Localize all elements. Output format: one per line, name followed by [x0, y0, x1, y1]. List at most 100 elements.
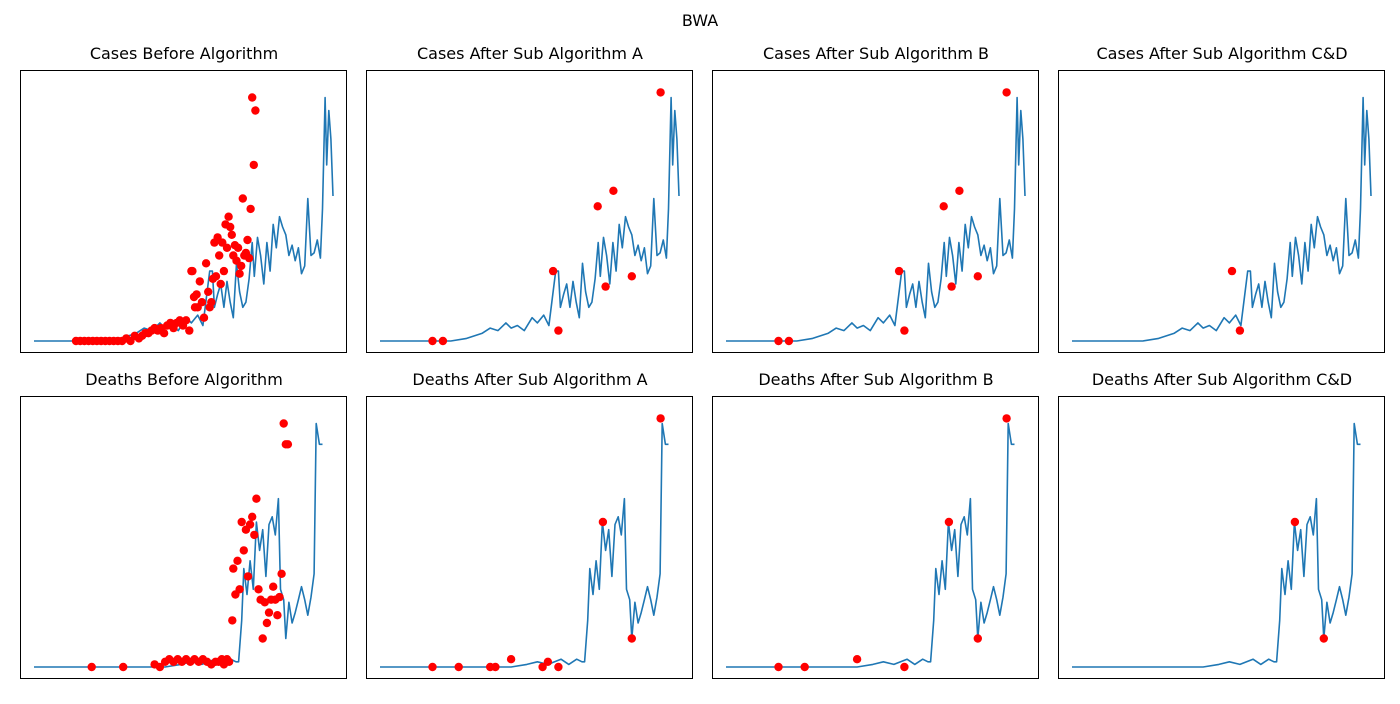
subplot-title: Deaths After Sub Algorithm C&D	[1091, 370, 1353, 389]
outlier-marker	[554, 662, 563, 672]
outlier-marker	[264, 608, 274, 617]
outlier-marker	[774, 662, 783, 672]
outlier-marker	[1319, 634, 1328, 643]
subplot-1: Cases Before Algorithm	[20, 44, 348, 378]
deaths-series-line	[380, 422, 669, 668]
outlier-marker	[900, 326, 909, 335]
outlier-marker	[438, 336, 448, 346]
outlier-marker	[195, 277, 204, 286]
axes-frame	[366, 70, 693, 353]
outlier-marker	[283, 440, 293, 449]
outlier-marker	[246, 204, 255, 214]
outlier-marker	[248, 93, 257, 102]
outlier-marker	[506, 655, 516, 664]
axes-frame	[366, 396, 693, 679]
axes-frame	[20, 70, 347, 353]
outlier-marker	[428, 662, 437, 672]
outlier-marker	[222, 243, 232, 252]
outlier-marker	[87, 662, 96, 672]
outlier-marker	[119, 662, 128, 672]
outlier-marker	[159, 329, 169, 338]
subplot-6: Deaths After Sub Algorithm A	[366, 370, 694, 704]
outlier-marker	[852, 655, 862, 664]
outlier-marker	[199, 313, 209, 322]
outlier-marker	[1002, 414, 1011, 423]
outlier-marker	[894, 266, 904, 276]
outlier-marker	[224, 212, 233, 221]
cases-series-line	[380, 96, 680, 342]
outlier-marker	[538, 662, 547, 672]
outlier-marker	[211, 272, 221, 281]
outlier-marker	[229, 564, 238, 573]
outlier-marker	[269, 582, 278, 591]
outlier-marker	[181, 316, 191, 325]
outlier-marker	[275, 592, 284, 602]
outlier-marker	[188, 266, 197, 276]
outlier-marker	[227, 230, 236, 239]
subplot-3: Cases After Sub Algorithm B	[712, 44, 1040, 378]
outlier-marker	[239, 546, 248, 555]
outlier-marker	[192, 290, 201, 299]
axes-frame	[1058, 396, 1385, 679]
outlier-marker	[250, 530, 259, 540]
outlier-marker	[1227, 266, 1237, 276]
subplot-title: Cases After Sub Algorithm B	[762, 44, 990, 63]
outlier-marker	[226, 222, 235, 232]
outlier-marker	[237, 261, 246, 271]
outlier-marker	[1002, 88, 1011, 97]
plot-area	[712, 70, 1039, 353]
outlier-marker	[235, 269, 244, 278]
outlier-marker	[955, 186, 964, 195]
subplot-title: Deaths After Sub Algorithm A	[412, 370, 648, 389]
outlier-marker	[216, 279, 225, 289]
outlier-marker	[279, 419, 288, 428]
outlier-marker	[185, 326, 194, 335]
outlier-marker	[454, 662, 463, 672]
outlier-marker	[277, 569, 286, 578]
outlier-marker	[233, 556, 242, 565]
axes-frame	[20, 396, 347, 679]
outlier-marker	[656, 88, 665, 97]
outlier-marker	[656, 414, 665, 423]
outlier-marker	[627, 272, 636, 281]
outlier-marker	[973, 272, 982, 281]
plot-area	[1058, 70, 1385, 353]
subplot-title: Deaths After Sub Algorithm B	[758, 370, 994, 389]
outlier-marker	[251, 106, 260, 115]
outlier-marker	[800, 662, 809, 672]
outlier-marker	[155, 662, 165, 672]
outlier-marker	[243, 572, 253, 581]
outlier-marker	[233, 243, 243, 252]
plot-area	[366, 70, 693, 353]
outlier-marker	[254, 585, 263, 594]
outlier-marker	[258, 634, 267, 643]
outlier-marker	[554, 326, 563, 335]
plot-area	[20, 70, 347, 353]
subplot-2: Cases After Sub Algorithm A	[366, 44, 694, 378]
axes-frame	[712, 396, 1039, 679]
outlier-marker	[228, 616, 237, 625]
outlier-marker	[900, 662, 909, 672]
subplot-title: Cases After Sub Algorithm C&D	[1096, 44, 1348, 63]
outlier-marker	[548, 266, 558, 276]
outlier-marker	[627, 634, 636, 643]
outlier-marker	[543, 657, 553, 666]
outlier-marker	[944, 517, 954, 527]
outlier-marker	[598, 517, 608, 527]
outlier-marker	[224, 657, 234, 666]
deaths-series-line	[726, 422, 1015, 668]
outlier-marker	[593, 202, 602, 211]
outlier-marker	[1290, 517, 1300, 527]
cases-series-line	[726, 96, 1026, 342]
outlier-marker	[939, 202, 948, 211]
outlier-marker	[947, 282, 956, 291]
outlier-marker	[262, 618, 272, 628]
subplot-8: Deaths After Sub Algorithm C&D	[1058, 370, 1386, 704]
outlier-marker	[1235, 326, 1245, 335]
outlier-marker	[774, 336, 783, 346]
outlier-marker	[491, 662, 500, 672]
axes-frame	[1058, 70, 1385, 353]
outlier-marker	[238, 194, 247, 203]
outlier-marker	[197, 298, 207, 307]
outlier-marker	[235, 585, 244, 594]
